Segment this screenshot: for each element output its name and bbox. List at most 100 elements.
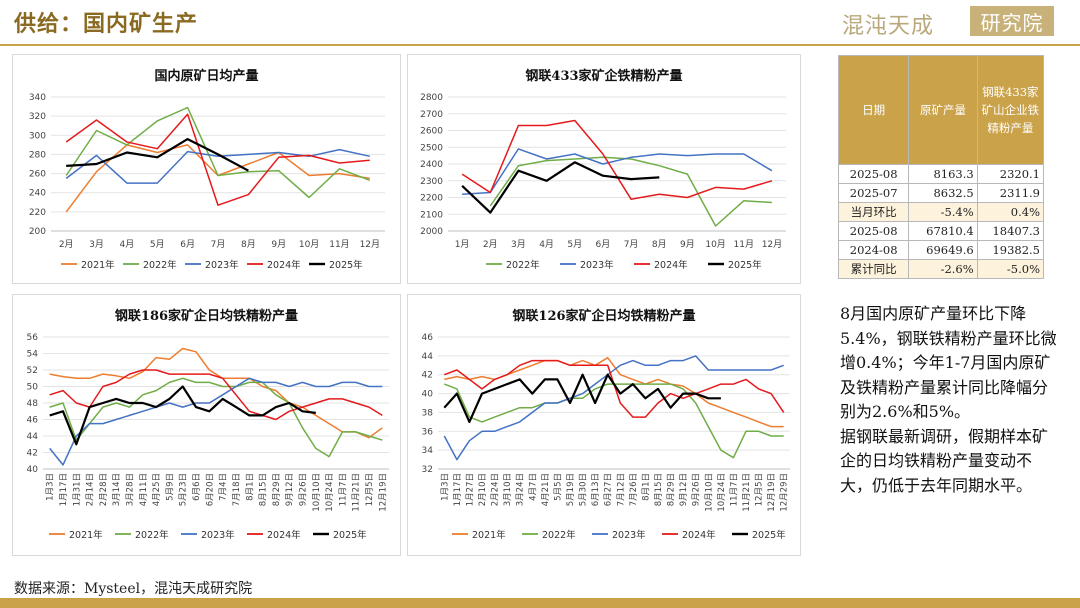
series-line-2025 bbox=[461, 161, 660, 214]
x-tick-label: 8月1日 bbox=[641, 473, 651, 501]
x-tick-label: 1月17日 bbox=[453, 473, 463, 506]
table-cell-value: 2320.1 bbox=[976, 164, 1045, 184]
table-row: 2024-08 69649.6 19382.5 bbox=[837, 240, 1045, 260]
chart-126-concentrate: 32 34 36 38 40 42 44 46 1月3日 1月17日 1月27日 2月10日 2月24日… bbox=[422, 333, 790, 541]
x-tick-label: 12月5日 bbox=[755, 473, 765, 506]
x-tick-label: 7月18日 bbox=[232, 473, 242, 506]
y-tick-label: 200 bbox=[29, 227, 46, 237]
table-row: 2025-08 67810.4 18407.3 bbox=[837, 221, 1045, 241]
x-tick-label: 6月13日 bbox=[591, 473, 601, 506]
y-tick-label: 48 bbox=[27, 399, 39, 409]
table-cell-value: 18407.3 bbox=[976, 221, 1045, 241]
table-row: 2025-08 8163.3 2320.1 bbox=[837, 164, 1045, 184]
x-tick-label: 7月 bbox=[624, 239, 639, 250]
x-tick-label: 2月28日 bbox=[99, 473, 109, 506]
note-paragraph-2: 据钢联最新调研，假期样本矿企的日均铁精粉产量变动不大，仍低于去年同期水平。 bbox=[840, 426, 1049, 495]
logo-text: 混沌天成 bbox=[842, 14, 935, 39]
x-tick-label: 5月19日 bbox=[566, 473, 576, 506]
x-tick-label: 12月 bbox=[360, 239, 380, 250]
table-cell-value: 2311.9 bbox=[976, 183, 1045, 203]
x-tick-label: 4月11日 bbox=[139, 473, 149, 506]
x-tick-label: 5月5日 bbox=[553, 473, 563, 501]
table-cell-value: -5.4% bbox=[908, 202, 978, 222]
y-tick-label: 2700 bbox=[420, 110, 443, 120]
y-tick-label: 300 bbox=[29, 131, 46, 141]
legend-label: 2023年 bbox=[201, 529, 235, 541]
x-tick-label: 1月3日 bbox=[440, 473, 450, 501]
table-header-raw-ore: 原矿产量 bbox=[908, 55, 978, 165]
x-tick-label: 9月26日 bbox=[692, 473, 702, 506]
legend-label: 2022年 bbox=[542, 529, 576, 541]
chart-panel-3: 钢联186家矿企日均铁精粉产量 40 42 44 46 48 50 52 54 56 1月3日 1月… bbox=[12, 294, 401, 556]
y-tick-label: 2100 bbox=[420, 210, 443, 220]
footer-bar bbox=[0, 598, 1080, 608]
chart-433-concentrate: 2000 2100 2200 2300 2400 2500 2600 2700 2800 1月 2月… bbox=[420, 93, 786, 271]
x-tick-label: 8月1日 bbox=[245, 473, 255, 501]
legend-label: 2025年 bbox=[752, 529, 786, 541]
legend-label: 2023年 bbox=[580, 259, 614, 271]
chart-title: 钢联186家矿企日均铁精粉产量 bbox=[114, 309, 299, 324]
x-tick-label: 1月17日 bbox=[59, 473, 69, 506]
x-tick-label: 3月28日 bbox=[126, 473, 136, 506]
x-tick-label: 9月 bbox=[680, 239, 695, 250]
y-tick-label: 34 bbox=[422, 446, 434, 456]
x-tick-label: 8月15日 bbox=[259, 473, 269, 506]
table-cell-value: 8632.5 bbox=[908, 183, 978, 203]
x-tick-label: 7月4日 bbox=[219, 473, 229, 501]
x-tick-label: 8月29日 bbox=[667, 473, 677, 506]
legend-label: 2021年 bbox=[69, 529, 103, 541]
y-tick-label: 46 bbox=[27, 416, 39, 426]
x-tick-label: 9月12日 bbox=[285, 473, 295, 506]
series-line-2022 bbox=[49, 377, 383, 458]
y-tick-label: 240 bbox=[29, 189, 46, 199]
chart-panel-2: 钢联433家矿企铁精粉产量 2000 2100 2200 2300 2400 2500 26… bbox=[407, 54, 801, 284]
legend-label: 2024年 bbox=[267, 529, 301, 541]
logo-badge: 研究院 bbox=[970, 6, 1054, 36]
series-line-2024 bbox=[65, 113, 370, 206]
series-line-2021 bbox=[49, 347, 383, 439]
y-tick-label: 38 bbox=[422, 408, 434, 418]
y-tick-label: 46 bbox=[422, 333, 434, 343]
y-tick-label: 42 bbox=[422, 371, 433, 381]
table-row: 累计同比 -2.6% -5.0% bbox=[837, 259, 1045, 279]
x-tick-label: 7月 bbox=[211, 239, 226, 250]
y-tick-label: 340 bbox=[29, 93, 46, 103]
x-tick-label: 4月 bbox=[539, 239, 554, 250]
chart-title: 国内原矿日均产量 bbox=[154, 69, 259, 84]
y-tick-label: 2800 bbox=[420, 93, 443, 103]
chart-raw-ore-daily: 200 220 240 260 280 300 320 340 2月 3月 4月 5月 6月 7月 8月 9月… bbox=[29, 93, 385, 271]
x-tick-label: 3月24日 bbox=[516, 473, 526, 506]
table-row: 当月环比 -5.4% 0.4% bbox=[837, 202, 1045, 222]
y-tick-label: 32 bbox=[422, 465, 433, 475]
x-tick-label: 11月7日 bbox=[729, 473, 739, 506]
x-tick-label: 8月 bbox=[652, 239, 667, 250]
table-row: 2025-07 8632.5 2311.9 bbox=[837, 183, 1045, 203]
table-cell-label: 2025-08 bbox=[837, 221, 910, 241]
x-tick-label: 12月5日 bbox=[365, 473, 375, 506]
x-tick-label: 3月 bbox=[89, 239, 104, 250]
x-tick-label: 2月10日 bbox=[478, 473, 488, 506]
x-tick-label: 7月26日 bbox=[629, 473, 639, 506]
chart-panel-1: 国内原矿日均产量 200 220 240 260 280 300 320 340 2月 3月 4月 5… bbox=[12, 54, 401, 284]
x-tick-label: 3月10日 bbox=[503, 473, 513, 506]
table-header-concentrate: 钢联433家矿山企业铁精粉产量 bbox=[976, 55, 1045, 165]
series-line-2025 bbox=[66, 138, 249, 172]
chart-title: 钢联433家矿企铁精粉产量 bbox=[525, 69, 683, 84]
y-tick-label: 2500 bbox=[420, 143, 443, 153]
legend-label: 2023年 bbox=[205, 259, 239, 271]
x-tick-label: 1月3日 bbox=[46, 473, 56, 501]
y-tick-label: 280 bbox=[29, 150, 46, 160]
x-tick-label: 2月 bbox=[483, 239, 498, 250]
data-source: 数据来源：Mysteel，混沌天成研究院 bbox=[14, 581, 253, 597]
x-tick-label: 8月29日 bbox=[272, 473, 282, 506]
x-tick-label: 2月24日 bbox=[491, 473, 501, 506]
table-cell-value: 19382.5 bbox=[976, 240, 1045, 260]
legend-label: 2024年 bbox=[654, 259, 688, 271]
series-line-2025 bbox=[49, 385, 316, 446]
x-tick-label: 12月29日 bbox=[780, 473, 790, 512]
series-line-2023 bbox=[65, 148, 370, 184]
table-header-date: 日期 bbox=[837, 55, 910, 165]
x-tick-label: 7月12日 bbox=[616, 473, 626, 506]
x-tick-label: 10月10日 bbox=[312, 473, 322, 512]
table-cell-label: 2025-08 bbox=[837, 164, 910, 184]
